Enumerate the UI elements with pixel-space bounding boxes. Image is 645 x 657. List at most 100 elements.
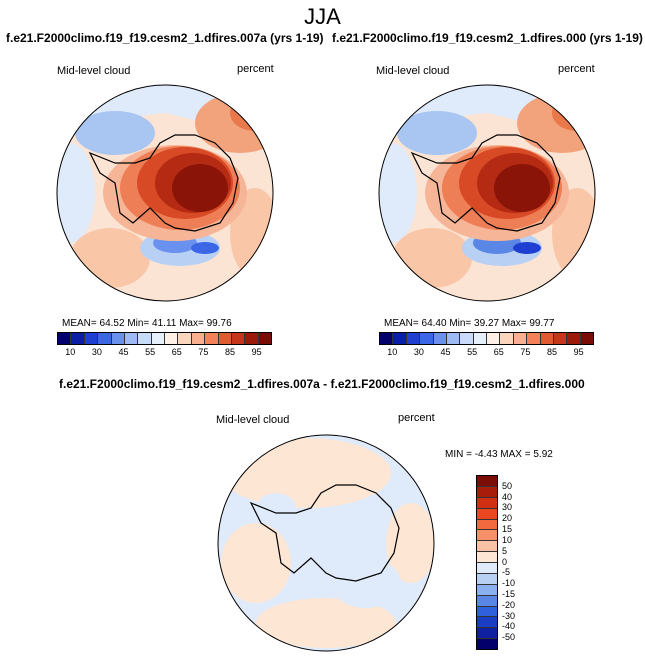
panel-2-colorbar-swatch xyxy=(420,333,434,344)
panel-2-colorbar-tick-label: 75 xyxy=(520,347,531,357)
main-title: JJA xyxy=(304,4,341,29)
diff-panel-map xyxy=(217,434,435,652)
panel-1-colorbar-swatch xyxy=(245,333,259,344)
diff-colorbar-tick-label: -5 xyxy=(502,567,511,578)
diff-colorbar-swatch xyxy=(477,508,497,520)
panel-2-colorbar-tick-label: 55 xyxy=(467,347,478,357)
panel-1-title: f.e21.F2000climo.f19_f19.cesm2_1.dfires.… xyxy=(6,31,324,45)
diff-colorbar-tick-label: 30 xyxy=(502,502,513,513)
panel-2-colorbar-swatch xyxy=(540,333,554,344)
panel-2-colorbar-swatch xyxy=(380,333,394,344)
panel-2-map xyxy=(378,84,596,302)
panel-2-colorbar-tick-label: 85 xyxy=(547,347,558,357)
panel-1-colorbar-swatch xyxy=(71,333,85,344)
panel-1-colorbar-swatch xyxy=(151,333,165,344)
panel-1-colorbar-swatch xyxy=(58,333,72,344)
panel-2-colorbar-swatch xyxy=(553,333,568,344)
panel-1-colorbar-tick-label: 85 xyxy=(225,347,236,357)
panel-2-colorbar-tick-label: 65 xyxy=(493,347,504,357)
diff-colorbar-tick-label: -30 xyxy=(502,610,516,621)
panel-1-colorbar-swatch xyxy=(178,333,192,344)
panel-1-map xyxy=(56,84,274,302)
diff-colorbar-swatch xyxy=(477,476,497,487)
panel-1-colorbar-tick-label: 65 xyxy=(171,347,182,357)
panel-1-colorbar-swatch xyxy=(165,333,179,344)
diff-colorbar-swatch xyxy=(477,584,497,596)
panel-2-colorbar-swatch xyxy=(580,333,593,344)
panel-1-colorbar-tick-label: 45 xyxy=(118,347,129,357)
panel-2-colorbar-swatch xyxy=(513,333,528,344)
diff-colorbar-tick-label: 40 xyxy=(502,491,513,502)
diff-colorbar-swatch xyxy=(477,552,497,563)
diff-colorbar-swatch xyxy=(477,541,497,553)
panel-1-colorbar-swatch xyxy=(258,333,271,344)
diff-colorbar-tick-label: 5 xyxy=(502,545,508,556)
diff-colorbar-swatch xyxy=(477,486,497,498)
panel-2-colorbar-swatch xyxy=(527,333,541,344)
panel-2-variable: Mid-level cloud xyxy=(376,65,450,77)
panel-1-colorbar-swatch xyxy=(191,333,206,344)
panel-2-units: percent xyxy=(558,63,595,75)
diff-colorbar-tick-label: -50 xyxy=(502,632,516,643)
panel-1-variable: Mid-level cloud xyxy=(57,65,131,77)
panel-1-colorbar-swatch xyxy=(205,333,219,344)
diff-panel-variable: Mid-level cloud xyxy=(216,414,290,426)
panel-1-stats: MEAN= 64.52 Min= 41.11 Max= 99.76 xyxy=(62,318,232,329)
panel-2-title: f.e21.F2000climo.f19_f19.cesm2_1.dfires.… xyxy=(332,31,643,45)
diff-colorbar-labels: 50 40 30 20 15 10 5 0 -5 -10 -15 -20 -30 -40 -50 xyxy=(476,475,526,648)
panel-1-colorbar-swatch xyxy=(231,333,246,344)
diff-panel-stats: MIN = -4.43 MAX = 5.92 xyxy=(445,449,553,460)
panel-1-colorbar-swatch xyxy=(98,333,112,344)
panel-1-units: percent xyxy=(237,63,274,75)
panel-2-stats: MEAN= 64.40 Min= 39.27 Max= 99.77 xyxy=(384,318,555,329)
panel-1-colorbar-tick-label: 55 xyxy=(145,347,156,357)
diff-colorbar-swatch xyxy=(477,639,497,649)
diff-colorbar-tick-label: -15 xyxy=(502,588,516,599)
panel-2-colorbar-tick-label: 95 xyxy=(573,347,584,357)
panel-1-colorbar-swatch xyxy=(138,333,152,344)
panel-1-colorbar-labels: 10 30 45 55 65 75 85 95 xyxy=(57,347,270,359)
diff-colorbar-swatch xyxy=(477,606,497,618)
panel-2-colorbar-swatch xyxy=(487,333,501,344)
panel-2-colorbar-tick-label: 30 xyxy=(413,347,424,357)
panel-2-colorbar-tick-label: 10 xyxy=(387,347,398,357)
panel-2-colorbar-swatch xyxy=(460,333,474,344)
diff-colorbar-tick-label: 0 xyxy=(502,556,508,567)
diff-colorbar-tick-label: -40 xyxy=(502,621,516,632)
panel-1-colorbar-tick-label: 95 xyxy=(251,347,262,357)
panel-2-colorbar-swatch xyxy=(500,333,514,344)
panel-2-colorbar xyxy=(379,332,594,345)
diff-colorbar-tick-label: 10 xyxy=(502,534,513,545)
panel-2-colorbar-swatch xyxy=(446,333,461,344)
panel-2-colorbar-swatch xyxy=(406,333,421,344)
diff-colorbar-tick-label: -10 xyxy=(502,578,516,589)
diff-colorbar-tick-label: 15 xyxy=(502,524,513,535)
panel-1-colorbar xyxy=(57,332,272,345)
diff-colorbar-swatch xyxy=(477,497,497,509)
diff-colorbar-tick-label: 50 xyxy=(502,480,513,491)
diff-colorbar-tick-label: -20 xyxy=(502,599,516,610)
diff-colorbar xyxy=(476,475,498,650)
diff-colorbar-swatch xyxy=(477,530,497,542)
panel-1-colorbar-tick-label: 10 xyxy=(65,347,76,357)
diff-colorbar-swatch xyxy=(477,573,497,585)
diff-colorbar-swatch xyxy=(477,595,497,607)
panel-1-colorbar-tick-label: 75 xyxy=(198,347,209,357)
panel-2-colorbar-labels: 10 30 45 55 65 75 85 95 xyxy=(379,347,592,359)
panel-2-colorbar-swatch xyxy=(433,333,447,344)
diff-colorbar-swatch xyxy=(477,617,497,629)
panel-2-colorbar-swatch xyxy=(393,333,407,344)
panel-1-colorbar-swatch xyxy=(218,333,232,344)
diff-colorbar-swatch xyxy=(477,519,497,531)
panel-1-colorbar-swatch xyxy=(84,333,99,344)
panel-1-colorbar-swatch xyxy=(111,333,125,344)
diff-colorbar-swatch xyxy=(477,563,497,574)
panel-2-colorbar-tick-label: 45 xyxy=(440,347,451,357)
diff-colorbar-swatch xyxy=(477,628,497,640)
diff-colorbar-tick-label: 20 xyxy=(502,513,513,524)
panel-2-colorbar-swatch xyxy=(473,333,487,344)
diff-panel-title: f.e21.F2000climo.f19_f19.cesm2_1.dfires.… xyxy=(59,377,585,391)
panel-1-colorbar-swatch xyxy=(124,333,139,344)
panel-1-colorbar-tick-label: 30 xyxy=(91,347,102,357)
panel-2-colorbar-swatch xyxy=(567,333,581,344)
